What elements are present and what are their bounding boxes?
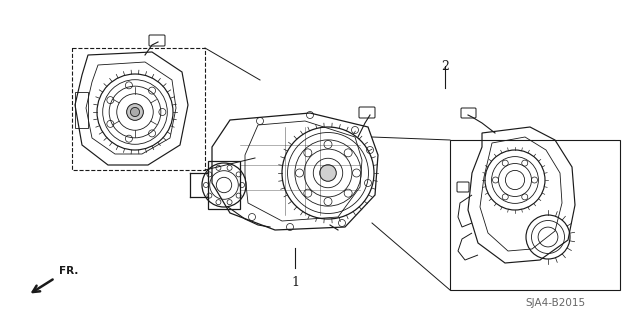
Bar	[72, 48, 205, 170]
Circle shape	[131, 108, 140, 116]
Circle shape	[127, 104, 143, 120]
Bar	[450, 140, 620, 290]
Text: SJA4-B2015: SJA4-B2015	[525, 298, 585, 308]
Circle shape	[320, 165, 336, 181]
Text: 1: 1	[291, 276, 299, 289]
Bar	[208, 161, 240, 209]
Text: 2: 2	[441, 60, 449, 73]
Text: FR.: FR.	[59, 266, 78, 276]
